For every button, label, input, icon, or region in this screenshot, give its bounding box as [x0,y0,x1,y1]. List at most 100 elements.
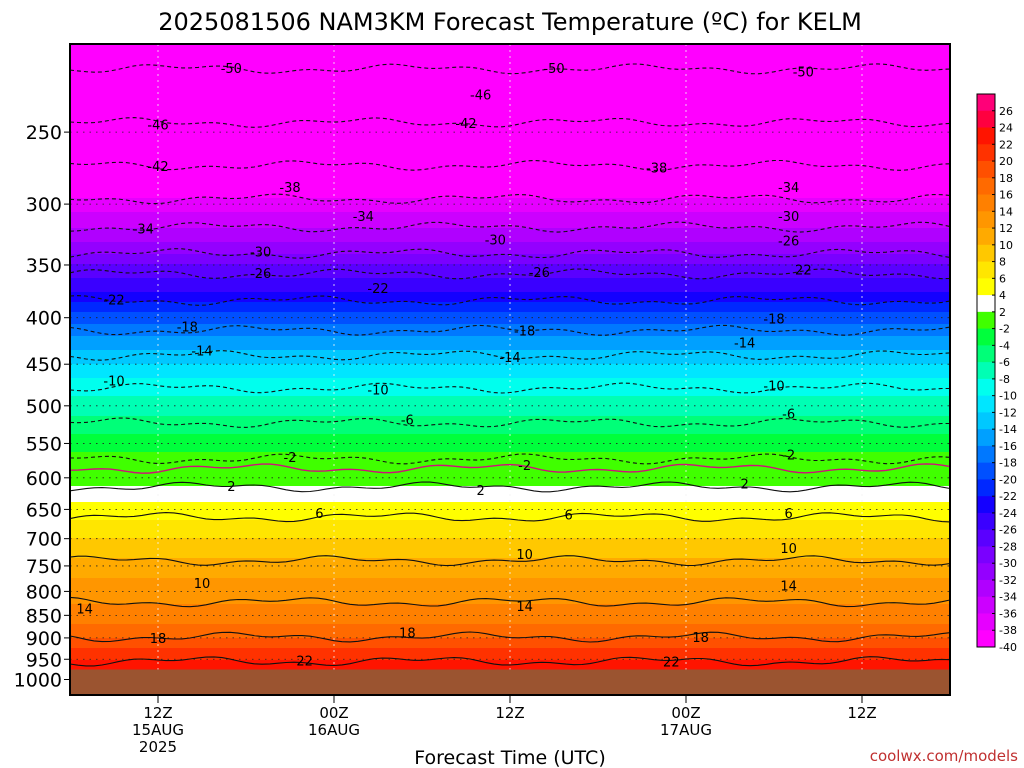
temperature-band [70,84,950,87]
temperature-band [70,648,950,651]
contour-label: -50 [221,62,242,77]
temperature-band [70,214,950,217]
temperature-band [70,382,950,385]
temperature-band [70,324,950,327]
temperature-band [70,372,950,375]
temperature-band [70,430,950,433]
temperature-band [70,240,950,243]
contour-label: 18 [399,626,416,641]
contour-label: 10 [194,577,211,592]
temperature-band [70,124,950,127]
temperature-band [70,318,950,321]
contour-line [70,382,950,394]
contour-line [70,555,950,567]
temperature-band [70,294,950,297]
temperature-band [70,366,950,369]
temperature-band [70,60,950,63]
temperature-band [70,414,950,417]
contour-label: 22 [663,656,680,671]
temperature-band [70,150,950,153]
temperature-band [70,502,950,505]
temperature-band [70,136,950,139]
temperature-band [70,570,950,573]
temperature-band [70,562,950,565]
temperature-band [70,184,950,187]
contour-label: 6 [315,507,323,522]
temperature-band [70,126,950,129]
contour-label: -34 [778,181,799,196]
contour-label: -22 [367,282,388,297]
time-tick-label: 12Z [143,704,172,722]
colorbar-swatch [977,445,995,464]
temperature-band [70,618,950,621]
temperature-band [70,600,950,603]
contour-label: -2 [284,451,297,466]
temperature-band [70,160,950,163]
temperature-band [70,580,950,583]
colorbar-swatch [977,630,995,648]
colorbar-swatch [977,429,995,447]
colorbar-tick-label: 6 [999,272,1006,285]
contour-line [70,268,950,280]
colorbar-tick-label: -36 [999,607,1017,620]
colorbar-swatch [977,596,995,614]
temperature-band [70,528,950,531]
colorbar-tick-label: -18 [999,457,1017,470]
contour-label: -34 [353,210,374,225]
site-credit[interactable]: coolwx.com/models [870,747,1018,765]
contour-label: 14 [780,579,797,594]
pressure-axis: 2503003504004505005506006507007508008509… [14,122,70,692]
temperature-band [70,574,950,577]
temperature-band [70,514,950,517]
colorbar-tick-label: -6 [999,356,1010,369]
temperature-contours [70,63,950,667]
temperature-band [70,132,950,135]
time-tick-label: 17AUG [660,721,712,739]
colorbar-tick-label: -34 [999,591,1017,604]
temperature-band [70,406,950,409]
contour-line [70,656,950,667]
contour-label: -46 [147,119,168,134]
temperature-band [70,556,950,559]
temperature-band [70,442,950,445]
below-ground-surface [70,669,950,695]
temperature-band [70,100,950,103]
temperature-band [70,234,950,237]
temperature-band [70,526,950,529]
temperature-band [70,628,950,631]
temperature-band [70,88,950,91]
temperature-band [70,250,950,253]
contour-label: -2 [782,448,795,463]
contour-line [70,631,950,643]
colorbar-frame [976,93,996,648]
temperature-band [70,558,950,561]
colorbar-swatch [977,613,995,631]
contour-label: 2 [227,480,235,495]
colorbar-tick-label: 12 [999,222,1013,235]
temperature-band [70,652,950,655]
temperature-band [70,252,950,255]
contour-label: -30 [778,210,799,225]
time-tick-label: 00Z [319,704,348,722]
contour-label: 6 [785,507,793,522]
temperature-band [70,498,950,501]
temperature-band [70,412,950,415]
temperature-band [70,154,950,157]
colorbar-swatch [977,412,995,430]
temperature-band [70,606,950,609]
temperature-band [70,450,950,453]
colorbar-tick-label: -16 [999,440,1017,453]
temperature-band [70,216,950,219]
temperature-band [70,388,950,391]
temperature-band [70,228,950,231]
pressure-tick-label: 1000 [14,670,62,692]
temperature-band [70,288,950,291]
temperature-band [70,544,950,547]
temperature-band [70,576,950,579]
temperature-band [70,258,950,261]
temperature-band [70,564,950,567]
pressure-tick-label: 250 [26,122,62,144]
pressure-tick-label: 500 [26,396,62,418]
temperature-band [70,496,950,499]
